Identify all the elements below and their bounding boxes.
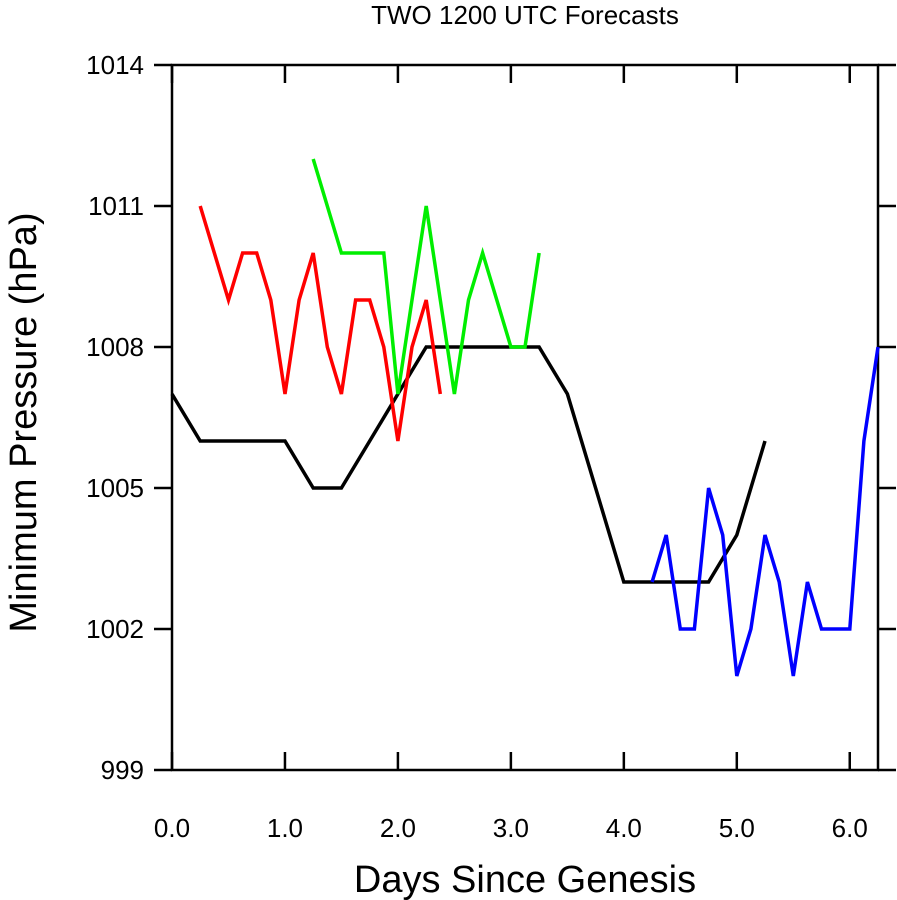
- x-tick-label: 6.0: [832, 813, 868, 843]
- y-tick-label: 1008: [86, 332, 144, 362]
- x-tick-label: 2.0: [380, 813, 416, 843]
- series-line-2: [311, 158, 541, 395]
- x-tick-label: 4.0: [606, 813, 642, 843]
- chart-title: TWO 1200 UTC Forecasts: [371, 0, 679, 30]
- y-tick-label: 1002: [86, 614, 144, 644]
- series-line-3: [650, 346, 880, 677]
- x-tick-label: 1.0: [267, 813, 303, 843]
- series-group: [170, 158, 880, 677]
- x-axis-ticks: 0.0 1.0 2.0 3.0 4.0 5.0 6.0: [154, 65, 868, 843]
- x-tick-label: 0.0: [154, 813, 190, 843]
- y-tick-label: 999: [101, 755, 144, 785]
- y-tick-label: 1011: [88, 191, 144, 221]
- plot-frame: [170, 63, 880, 772]
- y-axis-label: Minimum Pressure (hPa): [3, 212, 45, 632]
- x-axis-label: Days Since Genesis: [354, 859, 696, 900]
- series-line-0: [170, 345, 767, 584]
- y-tick-label: 1005: [86, 473, 144, 503]
- y-tick-label: 1014: [86, 50, 144, 80]
- y-axis-ticks: 999 1002 1005 1008 1011 1014: [86, 50, 896, 785]
- series-line-1: [198, 205, 443, 442]
- x-tick-label: 5.0: [719, 813, 755, 843]
- x-tick-label: 3.0: [493, 813, 529, 843]
